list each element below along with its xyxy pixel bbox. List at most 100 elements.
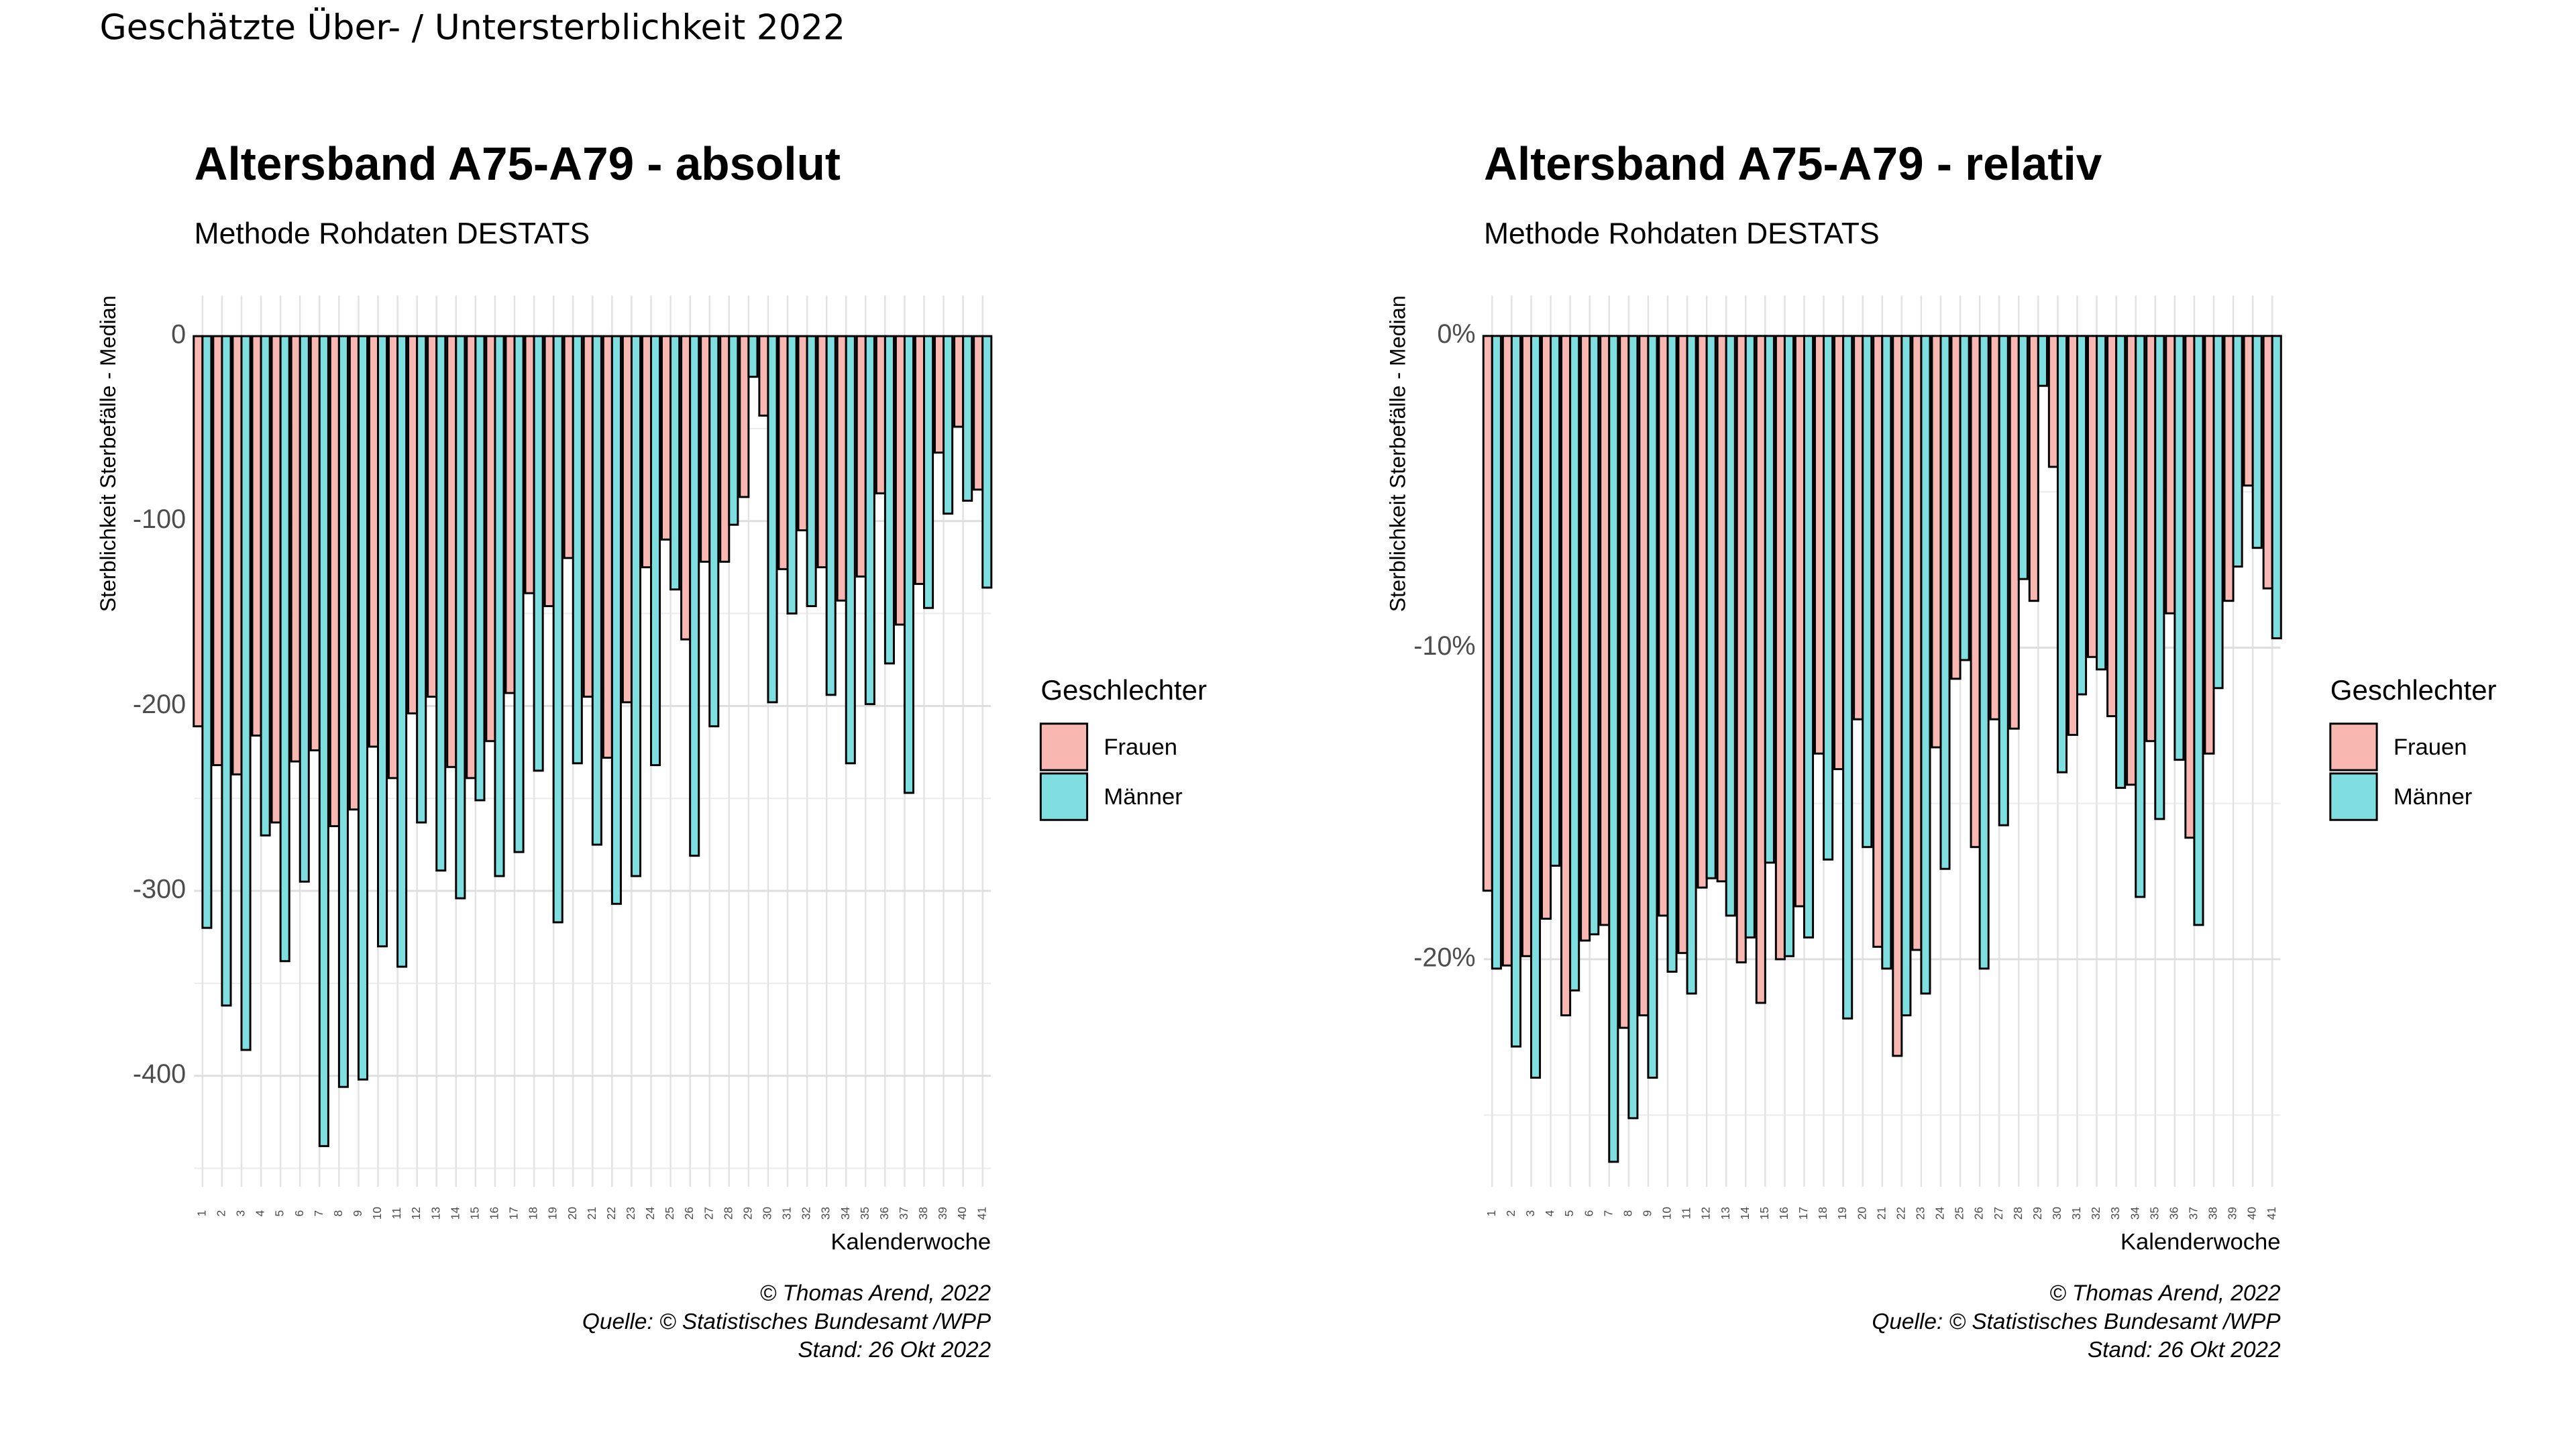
bar xyxy=(1764,335,1775,864)
chart-subtitle: Methode Rohdaten DESTATS xyxy=(1484,217,1880,250)
x-tick-label: 31 xyxy=(780,1207,794,1220)
bar xyxy=(1529,335,1542,1079)
x-tick-label: 24 xyxy=(643,1207,657,1220)
x-tick-label: 41 xyxy=(975,1207,988,1220)
bar xyxy=(1608,335,1619,1163)
bar xyxy=(396,335,408,968)
bar xyxy=(2017,335,2029,580)
x-tick-label: 39 xyxy=(936,1207,949,1220)
bar xyxy=(427,335,438,698)
bar xyxy=(1491,335,1502,970)
bar xyxy=(1881,335,1892,970)
bar xyxy=(2251,335,2263,549)
bar xyxy=(290,335,301,763)
bar xyxy=(680,335,692,641)
x-tick-label: 25 xyxy=(1953,1207,1966,1220)
x-tick-label: 18 xyxy=(1816,1207,1829,1220)
x-tick-label: 29 xyxy=(2031,1207,2044,1220)
legend-swatch xyxy=(2329,722,2378,771)
bar xyxy=(2047,335,2059,468)
bar xyxy=(669,335,681,591)
y-axis-label: Sterblichkeit Sterbefälle - Median xyxy=(1385,295,1409,612)
x-tick-label: 3 xyxy=(234,1210,248,1217)
x-tick-label: 18 xyxy=(527,1207,540,1220)
x-tick-label: 26 xyxy=(1972,1207,1986,1220)
y-tick-label: -20% xyxy=(1413,943,1475,972)
bar xyxy=(1931,335,1942,749)
x-tick-label: 35 xyxy=(2147,1207,2161,1220)
caption: Stand: 26 Okt 2022 xyxy=(798,1338,991,1362)
bar xyxy=(2184,335,2196,839)
x-axis-label: Kalenderwoche xyxy=(830,1229,991,1254)
x-tick-label: 7 xyxy=(1601,1210,1615,1217)
bar xyxy=(1794,335,1805,908)
bar xyxy=(2232,335,2243,568)
y-tick-label: -300 xyxy=(133,874,186,904)
legend-label: Männer xyxy=(1104,784,1182,810)
bar xyxy=(2037,335,2048,387)
bar xyxy=(348,335,360,811)
bar xyxy=(524,335,535,594)
x-tick-label: 2 xyxy=(1504,1210,1517,1217)
x-tick-label: 16 xyxy=(1777,1207,1790,1220)
bar xyxy=(1813,335,1825,755)
bar xyxy=(543,335,555,607)
x-tick-label: 40 xyxy=(2245,1207,2259,1220)
bar xyxy=(2223,335,2235,602)
x-tick-label: 28 xyxy=(2011,1207,2025,1220)
bar xyxy=(1774,335,1786,961)
bar xyxy=(1725,335,1736,917)
bar xyxy=(2008,335,2020,730)
bar xyxy=(1580,335,1591,942)
bar xyxy=(1803,335,1815,938)
caption: © Thomas Arend, 2022 xyxy=(2049,1281,2281,1306)
x-tick-label: 24 xyxy=(1933,1207,1947,1220)
bar xyxy=(1939,335,1951,870)
bar xyxy=(1783,335,1794,957)
bar xyxy=(2096,335,2107,671)
x-tick-label: 3 xyxy=(1523,1210,1537,1217)
bar xyxy=(513,335,525,853)
x-tick-label: 1 xyxy=(195,1210,208,1217)
bar xyxy=(621,335,633,704)
bar xyxy=(446,335,458,768)
bar xyxy=(299,335,310,883)
bar xyxy=(2262,335,2273,590)
y-tick-label: -10% xyxy=(1413,631,1475,661)
bar xyxy=(455,335,466,900)
bar xyxy=(1900,335,1912,1017)
bar xyxy=(708,335,720,728)
x-tick-label: 36 xyxy=(877,1207,891,1220)
bar xyxy=(2204,335,2215,755)
legend-title: Geschlechter xyxy=(1040,674,1207,706)
x-tick-label: 33 xyxy=(2108,1207,2122,1220)
x-tick-label: 19 xyxy=(546,1207,559,1220)
caption: © Thomas Arend, 2022 xyxy=(760,1281,991,1306)
bar xyxy=(212,335,223,767)
bar xyxy=(2154,335,2165,820)
legend-label: Frauen xyxy=(2394,735,2467,760)
x-tick-label: 20 xyxy=(566,1207,579,1220)
bar xyxy=(1589,335,1600,936)
bar xyxy=(739,335,750,498)
bar xyxy=(1482,335,1493,892)
x-tick-label: 4 xyxy=(1543,1210,1556,1216)
legend-swatch xyxy=(2329,772,2378,821)
bar xyxy=(2193,335,2204,926)
x-tick-label: 19 xyxy=(1835,1207,1849,1220)
y-axis-label: Sterblichkeit Sterbefälle - Median xyxy=(96,295,120,612)
x-tick-label: 9 xyxy=(351,1210,364,1217)
caption: Quelle: © Statistisches Bundesamt /WPP xyxy=(1872,1309,2281,1334)
bar xyxy=(2135,335,2146,898)
x-tick-label: 23 xyxy=(624,1207,637,1220)
chart-title: Altersband A75-A79 - absolut xyxy=(194,138,841,190)
x-tick-label: 10 xyxy=(1660,1207,1674,1220)
bar xyxy=(797,335,808,531)
x-tick-label: 1 xyxy=(1485,1210,1498,1217)
x-tick-label: 23 xyxy=(1913,1207,1927,1220)
x-tick-label: 9 xyxy=(1640,1210,1654,1217)
bar xyxy=(777,335,789,570)
x-tick-label: 14 xyxy=(1738,1207,1752,1220)
x-tick-label: 33 xyxy=(819,1207,833,1220)
